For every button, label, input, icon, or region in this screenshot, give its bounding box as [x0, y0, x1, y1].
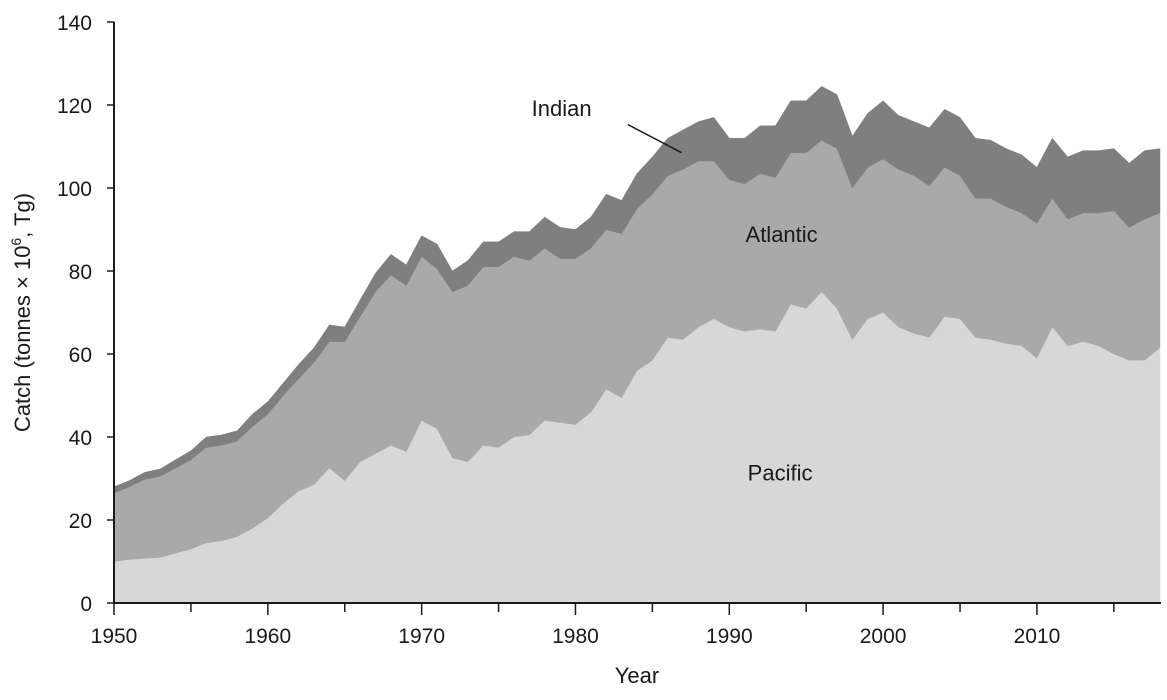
x-tick-label: 2010 [1014, 625, 1061, 648]
x-tick-label: 1950 [91, 625, 138, 648]
y-tick-label: 20 [69, 510, 92, 533]
x-axis-title: Year [615, 663, 659, 688]
pacific-series-label: Pacific [748, 461, 813, 486]
atlantic-series-label: Atlantic [746, 222, 818, 247]
x-tick-label: 1970 [398, 625, 445, 648]
y-tick-label: 120 [57, 95, 92, 118]
y-axis-title-exponent: 6 [8, 238, 24, 246]
y-tick-label: 60 [69, 344, 92, 367]
y-axis-title-prefix: Catch (tonnes × 10 [10, 246, 35, 433]
indian-series-label: Indian [532, 96, 592, 121]
indian-label-leader-line [627, 123, 682, 154]
y-tick-label: 80 [69, 261, 92, 284]
y-tick-label: 140 [57, 12, 92, 35]
y-axis-title: Catch (tonnes × 106, Tg) [8, 193, 35, 432]
x-tick-label: 2000 [860, 625, 907, 648]
y-tick-label: 0 [80, 593, 92, 616]
x-tick-label: 1990 [706, 625, 753, 648]
area-indian [113, 85, 1161, 494]
y-tick-label: 40 [69, 427, 92, 450]
x-tick-label: 1980 [552, 625, 599, 648]
y-axis-title-suffix: , Tg) [10, 193, 35, 238]
y-ticks: 0 20 40 60 80 100 120 140 [57, 12, 114, 616]
stacked-areas [113, 85, 1161, 604]
y-tick-label: 100 [57, 178, 92, 201]
x-tick-label: 1960 [244, 625, 291, 648]
axes: 1950 1960 1970 1980 1990 2000 2010 0 20 40 60 80 10… [57, 12, 1161, 648]
x-ticks: 1950 1960 1970 1980 1990 2000 2010 [91, 603, 1115, 648]
